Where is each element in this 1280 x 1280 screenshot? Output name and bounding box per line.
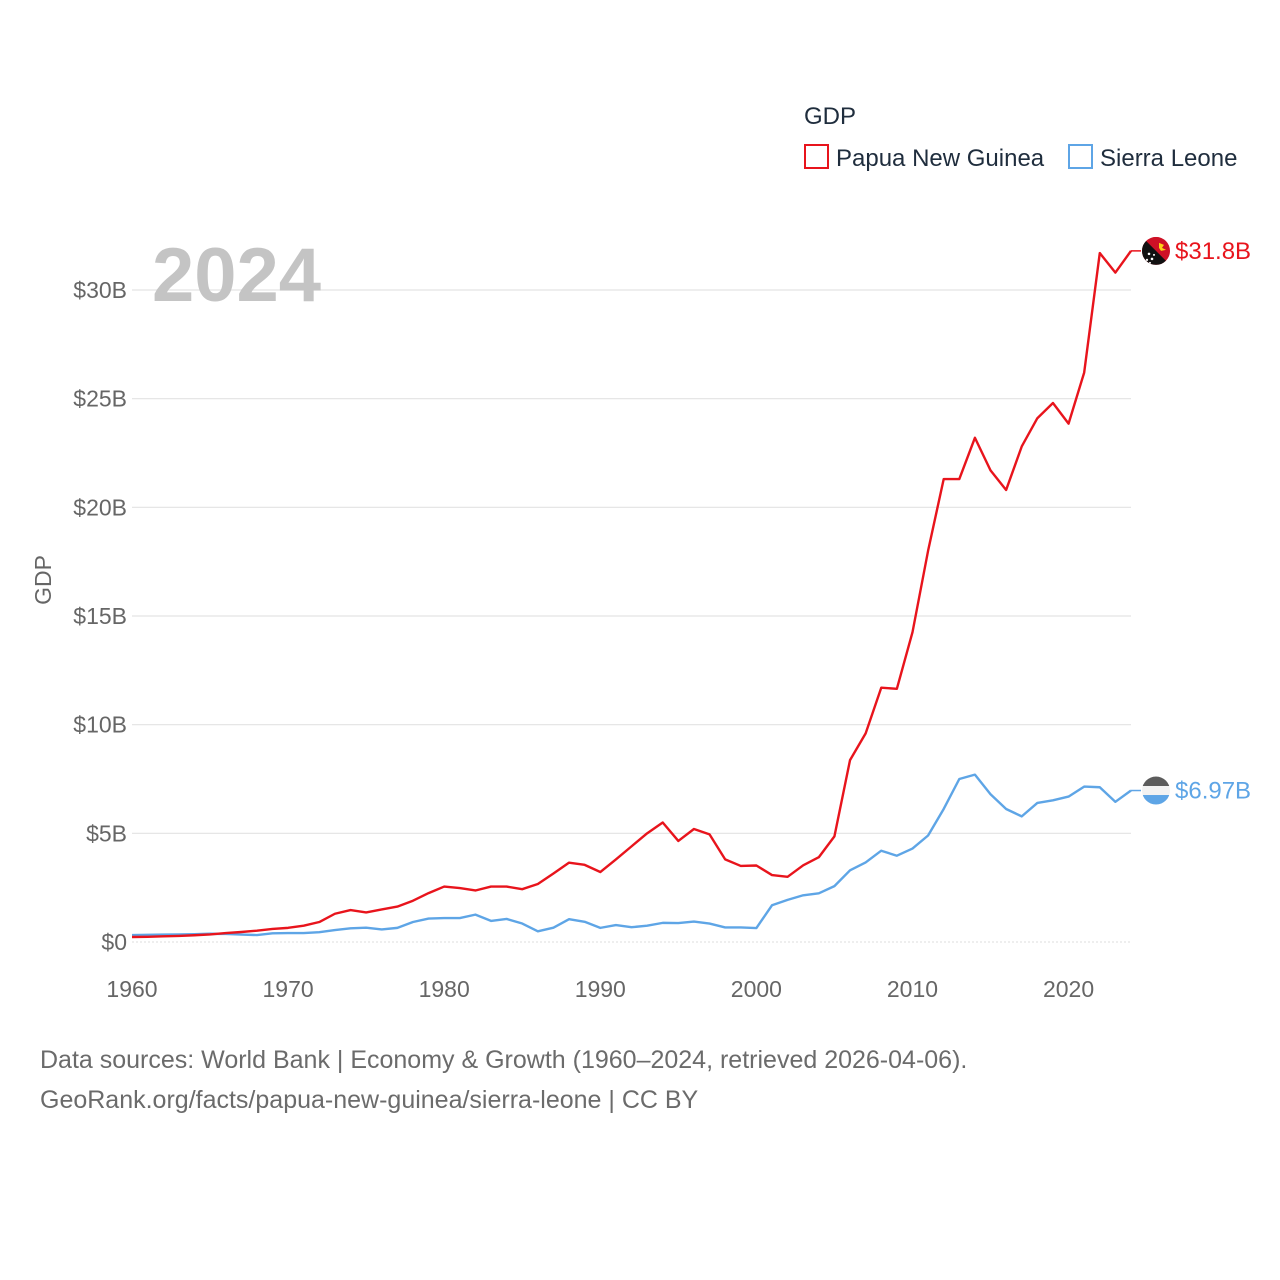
x-tick-label: 1960 bbox=[106, 976, 157, 1002]
legend-label-sierra-leone: Sierra Leone bbox=[1100, 145, 1237, 172]
y-tick-label: $10B bbox=[73, 712, 127, 738]
footer-url-line: GeoRank.org/facts/papua-new-guinea/sierr… bbox=[40, 1086, 699, 1114]
sierra-leone-flag-icon bbox=[1142, 776, 1170, 805]
x-tick-label: 1980 bbox=[419, 976, 470, 1002]
end-marker-papua-new-guinea: $31.8B bbox=[1131, 236, 1251, 265]
x-tick-label: 2000 bbox=[731, 976, 782, 1002]
legend-title: GDP bbox=[804, 103, 856, 130]
end-value-sierra-leone: $6.97B bbox=[1175, 778, 1251, 805]
x-tick-label: 2020 bbox=[1043, 976, 1094, 1002]
legend-swatch-sierra-leone bbox=[1068, 144, 1093, 169]
y-axis-title: GDP bbox=[30, 555, 56, 605]
legend-item-papua-new-guinea[interactable]: Papua New Guinea bbox=[804, 144, 1045, 172]
y-gridlines bbox=[132, 289, 1131, 943]
legend-item-sierra-leone[interactable]: Sierra Leone bbox=[1068, 144, 1237, 172]
x-axis: 1960 1970 1980 1990 2000 2010 2020 bbox=[106, 976, 1094, 1002]
source-footer: Data sources: World Bank | Economy & Gro… bbox=[40, 1040, 967, 1120]
footer-source-line: Data sources: World Bank | Economy & Gro… bbox=[40, 1046, 968, 1074]
series-line-papua-new-guinea[interactable] bbox=[131, 250, 1132, 939]
gdp-line-chart: GDP Papua New Guinea Sierra Leone $0$5B$… bbox=[30, 103, 1251, 1002]
y-tick-label: $5B bbox=[86, 820, 127, 846]
y-tick-label: $30B bbox=[73, 277, 127, 303]
end-marker-sierra-leone: $6.97B bbox=[1131, 776, 1251, 805]
current-year-label: 2024 bbox=[152, 233, 321, 318]
papua-new-guinea-flag-icon bbox=[1142, 236, 1170, 265]
series-lines bbox=[131, 250, 1132, 939]
y-tick-label: $0 bbox=[101, 929, 127, 955]
legend: GDP Papua New Guinea Sierra Leone bbox=[804, 103, 1237, 172]
x-tick-label: 1990 bbox=[575, 976, 626, 1002]
end-value-papua-new-guinea: $31.8B bbox=[1175, 238, 1251, 265]
legend-label-papua-new-guinea: Papua New Guinea bbox=[836, 145, 1045, 172]
y-axis: $0 $5B $10B $15B $20B $25B $30B bbox=[73, 277, 127, 955]
y-tick-label: $20B bbox=[73, 494, 127, 520]
x-tick-label: 2010 bbox=[887, 976, 938, 1002]
legend-swatch-papua-new-guinea bbox=[804, 144, 829, 169]
x-tick-label: 1970 bbox=[263, 976, 314, 1002]
y-tick-label: $15B bbox=[73, 603, 127, 629]
y-tick-label: $25B bbox=[73, 386, 127, 412]
series-line-sierra-leone[interactable] bbox=[131, 773, 1132, 937]
